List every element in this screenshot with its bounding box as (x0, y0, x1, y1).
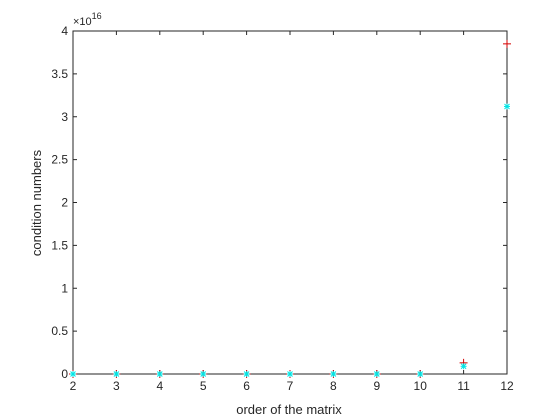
x-tick-label: 3 (113, 379, 120, 393)
star-marker (70, 371, 76, 377)
marker-stroke (504, 103, 510, 110)
exponent-power: 16 (92, 11, 102, 21)
star-marker (330, 371, 337, 377)
y-tick-label: 0.5 (51, 324, 68, 338)
marker-stroke (200, 371, 207, 377)
x-tick-label: 10 (414, 379, 428, 393)
x-tick-label: 2 (70, 379, 77, 393)
exponent-base: ×10 (73, 16, 92, 28)
y-tick-label: 1 (61, 281, 68, 295)
marker-stroke (460, 363, 467, 370)
x-tick-label: 5 (200, 379, 207, 393)
marker-stroke (156, 371, 163, 377)
star-marker (243, 371, 250, 377)
marker-stroke (70, 371, 76, 377)
y-axis-label: condition numbers (29, 149, 44, 256)
y-tick-label: 1.5 (51, 238, 68, 252)
marker-stroke (243, 371, 250, 377)
y-tick-label: 0 (61, 367, 68, 381)
marker-stroke (417, 371, 424, 377)
x-tick-label: 4 (156, 379, 163, 393)
marker-stroke (330, 371, 337, 377)
x-tick-label: 9 (373, 379, 380, 393)
plus-marker (503, 39, 511, 48)
x-axis-label: order of the matrix (236, 402, 342, 417)
star-marker (200, 371, 207, 377)
x-tick-label: 8 (330, 379, 337, 393)
y-tick-label: 3 (61, 110, 68, 124)
marker-stroke (373, 371, 380, 377)
star-marker (373, 371, 380, 377)
star-marker (460, 363, 467, 370)
marker-stroke (113, 371, 120, 377)
star-marker (417, 371, 424, 377)
data-markers (69, 39, 511, 378)
star-marker (287, 371, 293, 377)
y-axis-ticks: 0 0.5 1 1.5 2 2.5 3 3.5 4 (51, 24, 507, 381)
y-tick-label: 3.5 (51, 67, 68, 81)
star-marker (156, 371, 163, 377)
x-tick-label: 7 (287, 379, 294, 393)
x-tick-label: 11 (457, 379, 470, 393)
axes-box (72, 30, 508, 375)
plot-area (72, 30, 508, 375)
star-marker (113, 371, 120, 377)
y-axis-exponent: ×1016 (73, 11, 102, 28)
y-tick-label: 4 (61, 24, 68, 38)
x-tick-label: 6 (243, 379, 250, 393)
y-tick-label: 2 (61, 196, 68, 210)
x-tick-label: 12 (500, 379, 514, 393)
marker-stroke (287, 371, 293, 377)
star-marker (504, 103, 510, 110)
y-tick-label: 2.5 (51, 153, 68, 167)
